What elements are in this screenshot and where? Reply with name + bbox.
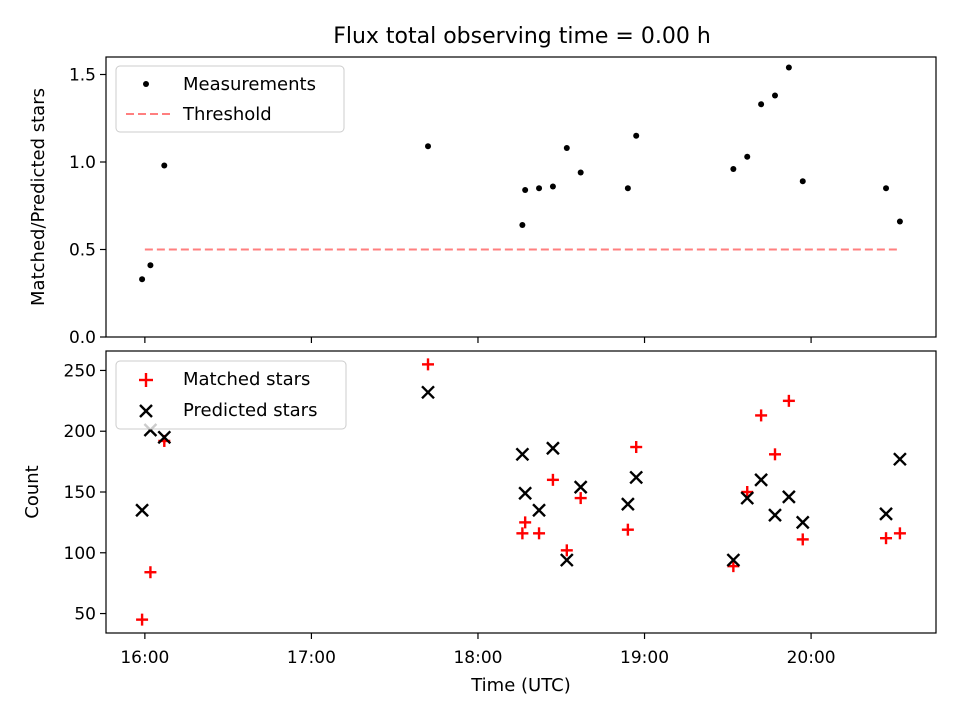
legend-measurements-label: Measurements — [183, 74, 316, 95]
matched-stars-point — [741, 486, 754, 498]
measurements-point — [563, 145, 570, 151]
top-plot-area — [139, 64, 903, 283]
top-y-tick-label: 0.5 — [69, 241, 96, 261]
measurements-point — [896, 218, 903, 225]
matched-stars-point — [519, 516, 532, 529]
measurements-point — [758, 101, 765, 108]
x-tick-label: 17:00 — [287, 648, 336, 668]
matched-stars-point — [533, 527, 546, 540]
matched-stars-point — [560, 544, 573, 557]
predicted-stars-point — [768, 508, 782, 522]
bottom-y-tick-label: 200 — [64, 422, 96, 442]
bottom-y-tick-label: 150 — [64, 483, 96, 503]
x-tick-label: 19:00 — [620, 648, 669, 668]
top-y-axis-label: Matched/Predicted stars — [28, 88, 49, 306]
measurements-point — [633, 132, 640, 139]
matched-stars-point — [621, 523, 634, 536]
bottom-y-axis-label: Count — [22, 465, 43, 518]
matched-stars-point — [768, 448, 781, 461]
predicted-stars-point — [629, 470, 644, 485]
measurements-point — [744, 153, 751, 160]
measurements-point — [536, 185, 543, 192]
bottom-y-tick-label: 100 — [64, 544, 96, 564]
legend-measurements-marker — [143, 81, 149, 87]
matched-stars-point — [755, 409, 768, 422]
bottom-y-tick-label: 250 — [64, 361, 96, 381]
matched-stars-point — [880, 532, 893, 545]
x-axis-label: Time (UTC) — [470, 675, 571, 696]
top-panel: 0.0 0.5 1.0 1.5 Matched/Predicted stars Mea… — [28, 56, 937, 348]
measurements-point — [785, 64, 792, 71]
matched-stars-point — [782, 394, 795, 407]
x-tick-label: 20:00 — [787, 648, 836, 668]
top-legend: Measurements Threshold — [115, 65, 345, 133]
measurements-point — [624, 185, 631, 192]
bottom-plot-area — [135, 358, 907, 626]
measurements-point — [730, 166, 737, 172]
chart-title: Flux total observing time = 0.00 h — [333, 24, 711, 49]
measurements-point — [883, 185, 890, 192]
predicted-stars-point — [795, 515, 810, 530]
matched-stars-point — [796, 533, 809, 546]
bottom-panel: 50 100 150 200 250 16:00 17:00 18:00 19:00 20:00… — [22, 350, 937, 696]
predicted-stars-point — [573, 480, 588, 494]
predicted-stars-point — [518, 486, 533, 501]
bottom-x-ticks: 16:00 17:00 18:00 19:00 20:00 — [120, 633, 836, 668]
measurements-point — [799, 178, 806, 185]
predicted-stars-point — [893, 452, 907, 467]
matched-stars-point — [136, 613, 149, 626]
measurements-point — [425, 143, 432, 150]
measurements-point — [139, 276, 146, 283]
predicted-stars-point — [532, 503, 546, 518]
measurements-point — [519, 222, 526, 228]
predicted-stars-point — [740, 491, 755, 505]
matched-stars-point — [422, 358, 435, 371]
top-x-ticks — [144, 337, 812, 343]
matched-stars-point — [893, 527, 906, 540]
measurements-point — [522, 187, 529, 193]
measurements-point — [161, 162, 168, 169]
predicted-stars-point — [421, 385, 435, 400]
predicted-stars-point — [726, 553, 741, 567]
top-legend-box — [115, 65, 345, 133]
bottom-y-tick-label: 50 — [74, 605, 96, 625]
predicted-stars-point — [621, 497, 635, 512]
measurements-point — [577, 169, 584, 176]
legend-matched-label: Matched stars — [183, 369, 310, 390]
legend-predicted-marker — [139, 404, 153, 418]
top-y-tick-label: 1.0 — [69, 153, 96, 173]
matched-stars-point — [546, 473, 559, 486]
predicted-stars-point — [559, 553, 574, 567]
predicted-stars-point — [135, 503, 149, 518]
predicted-stars-point — [782, 490, 796, 504]
legend-matched-marker — [139, 373, 153, 387]
legend-predicted-label: Predicted stars — [183, 400, 317, 421]
matched-stars-point — [144, 566, 157, 579]
matched-stars-point — [516, 527, 529, 540]
bottom-legend-box — [115, 360, 347, 430]
predicted-stars-point — [546, 441, 560, 456]
top-y-tick-label: 1.5 — [69, 66, 96, 86]
legend-threshold-label: Threshold — [182, 104, 272, 125]
matched-stars-point — [727, 560, 740, 573]
x-tick-label: 18:00 — [453, 648, 502, 668]
x-tick-label: 16:00 — [120, 648, 169, 668]
matched-stars-point — [630, 441, 643, 454]
predicted-stars-point — [157, 430, 172, 445]
top-axes-frame — [105, 56, 937, 338]
matched-stars-point — [574, 492, 587, 505]
bottom-legend: Matched stars Predicted stars — [115, 360, 347, 430]
top-y-ticks: 0.0 0.5 1.0 1.5 — [69, 66, 106, 348]
predicted-stars-point — [879, 507, 893, 521]
predicted-stars-point — [515, 447, 530, 462]
bottom-axes-frame — [105, 350, 937, 634]
measurements-point — [147, 262, 154, 269]
predicted-stars-point — [754, 472, 768, 487]
bottom-y-ticks: 50 100 150 200 250 — [64, 361, 106, 625]
measurements-point — [549, 183, 556, 190]
measurements-point — [771, 92, 778, 99]
top-y-tick-label: 0.0 — [69, 328, 96, 348]
